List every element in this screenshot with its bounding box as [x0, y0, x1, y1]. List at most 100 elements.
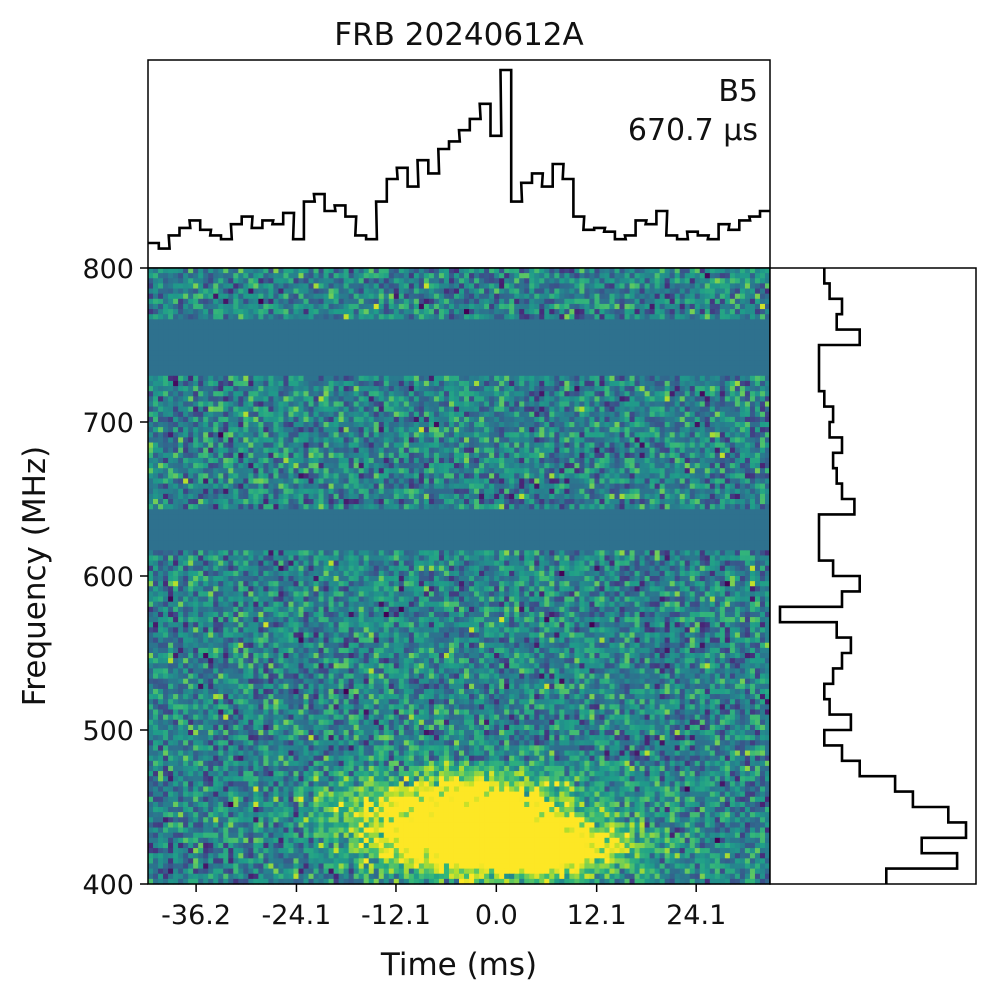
- heatmap-cell: [243, 339, 249, 346]
- heatmap-cell: [704, 345, 711, 351]
- heatmap-cell: [228, 406, 234, 413]
- heatmap-cell: [574, 355, 580, 361]
- heatmap-cell: [604, 365, 611, 372]
- heatmap-cell: [288, 334, 295, 341]
- heatmap-cell: [609, 422, 616, 428]
- heatmap-cell: [529, 391, 535, 397]
- heatmap-cell: [378, 334, 385, 341]
- heatmap-cell: [749, 355, 756, 361]
- heatmap-cell: [433, 324, 440, 331]
- heatmap-cell: [368, 288, 375, 295]
- heatmap-cell: [293, 329, 300, 336]
- heatmap-cell: [564, 463, 570, 469]
- heatmap-cell: [193, 396, 199, 403]
- heatmap-cell: [554, 452, 560, 459]
- heatmap-cell: [734, 401, 741, 408]
- heatmap-cell: [363, 314, 370, 320]
- heatmap-cell: [173, 422, 179, 428]
- heatmap-cell: [403, 380, 410, 387]
- heatmap-cell: [208, 391, 214, 397]
- heatmap-cell: [509, 411, 515, 418]
- heatmap-cell: [393, 375, 400, 382]
- heatmap-cell: [318, 319, 325, 326]
- heatmap-cell: [649, 303, 656, 310]
- heatmap-cell: [158, 375, 164, 382]
- heatmap-cell: [308, 339, 315, 346]
- heatmap-cell: [524, 298, 530, 305]
- heatmap-cell: [644, 283, 651, 290]
- heatmap-cell: [238, 303, 244, 310]
- heatmap-cell: [579, 452, 586, 459]
- heatmap-cell: [218, 345, 224, 351]
- heatmap-cell: [413, 452, 420, 459]
- heatmap-cell: [358, 380, 365, 387]
- heatmap-cell: [599, 427, 606, 433]
- heatmap-cell: [378, 416, 385, 423]
- heatmap-cell: [714, 401, 721, 408]
- heatmap-cell: [644, 391, 651, 397]
- heatmap-cell: [233, 309, 239, 315]
- heatmap-cell: [288, 427, 295, 433]
- heatmap-cell: [238, 334, 244, 341]
- heatmap-cell: [283, 355, 290, 361]
- heatmap-cell: [343, 370, 350, 377]
- heatmap-cell: [539, 350, 545, 356]
- heatmap-cell: [649, 463, 656, 469]
- heatmap-cell: [634, 401, 641, 408]
- heatmap-cell: [233, 365, 239, 372]
- heatmap-cell: [368, 380, 375, 387]
- heatmap-cell: [624, 324, 631, 331]
- heatmap-cell: [228, 319, 234, 326]
- heatmap-cell: [589, 375, 596, 382]
- heatmap-cell: [504, 303, 510, 310]
- heatmap-cell: [534, 468, 540, 474]
- heatmap-cell: [764, 273, 771, 279]
- heatmap-cell: [489, 309, 495, 315]
- heatmap-cell: [589, 288, 596, 295]
- heatmap-cell: [679, 416, 686, 423]
- heatmap-cell: [173, 329, 179, 336]
- heatmap-cell: [594, 350, 601, 356]
- heatmap-cell: [293, 422, 300, 428]
- heatmap-cell: [293, 273, 300, 279]
- heatmap-cell: [313, 463, 320, 469]
- heatmap-cell: [208, 324, 214, 331]
- heatmap-cell: [178, 406, 184, 413]
- heatmap-cell: [418, 278, 425, 284]
- heatmap-cell: [689, 442, 696, 449]
- heatmap-cell: [699, 457, 706, 464]
- heatmap-cell: [158, 401, 164, 408]
- heatmap-cell: [749, 457, 756, 464]
- heatmap-cell: [163, 427, 169, 433]
- heatmap-cell: [469, 452, 475, 459]
- heatmap-cell: [689, 298, 696, 305]
- heatmap-cell: [719, 339, 726, 346]
- heatmap-cell: [443, 293, 450, 300]
- heatmap-cell: [368, 370, 375, 377]
- heatmap-cell: [509, 278, 515, 284]
- heatmap-cell: [479, 386, 485, 392]
- heatmap-cell: [569, 298, 575, 305]
- heatmap-cell: [674, 422, 681, 428]
- heatmap-cell: [699, 309, 706, 315]
- heatmap-cell: [293, 360, 300, 367]
- heatmap-cell: [448, 442, 455, 449]
- heatmap-cell: [368, 457, 375, 464]
- heatmap-cell: [749, 447, 756, 454]
- heatmap-cell: [569, 406, 575, 413]
- heatmap-cell: [554, 437, 560, 444]
- heatmap-cell: [253, 447, 259, 454]
- heatmap-cell: [514, 365, 520, 372]
- heatmap-cell: [263, 463, 269, 469]
- heatmap-cell: [218, 468, 224, 474]
- heatmap-cell: [644, 303, 651, 310]
- heatmap-cell: [328, 437, 335, 444]
- heatmap-cell: [539, 422, 545, 428]
- heatmap-cell: [664, 427, 671, 433]
- heatmap-cell: [489, 324, 495, 331]
- heatmap-cell: [363, 283, 370, 290]
- heatmap-cell: [719, 468, 726, 474]
- heatmap-cell: [754, 309, 761, 315]
- heatmap-cell: [714, 432, 721, 438]
- heatmap-cell: [313, 283, 320, 290]
